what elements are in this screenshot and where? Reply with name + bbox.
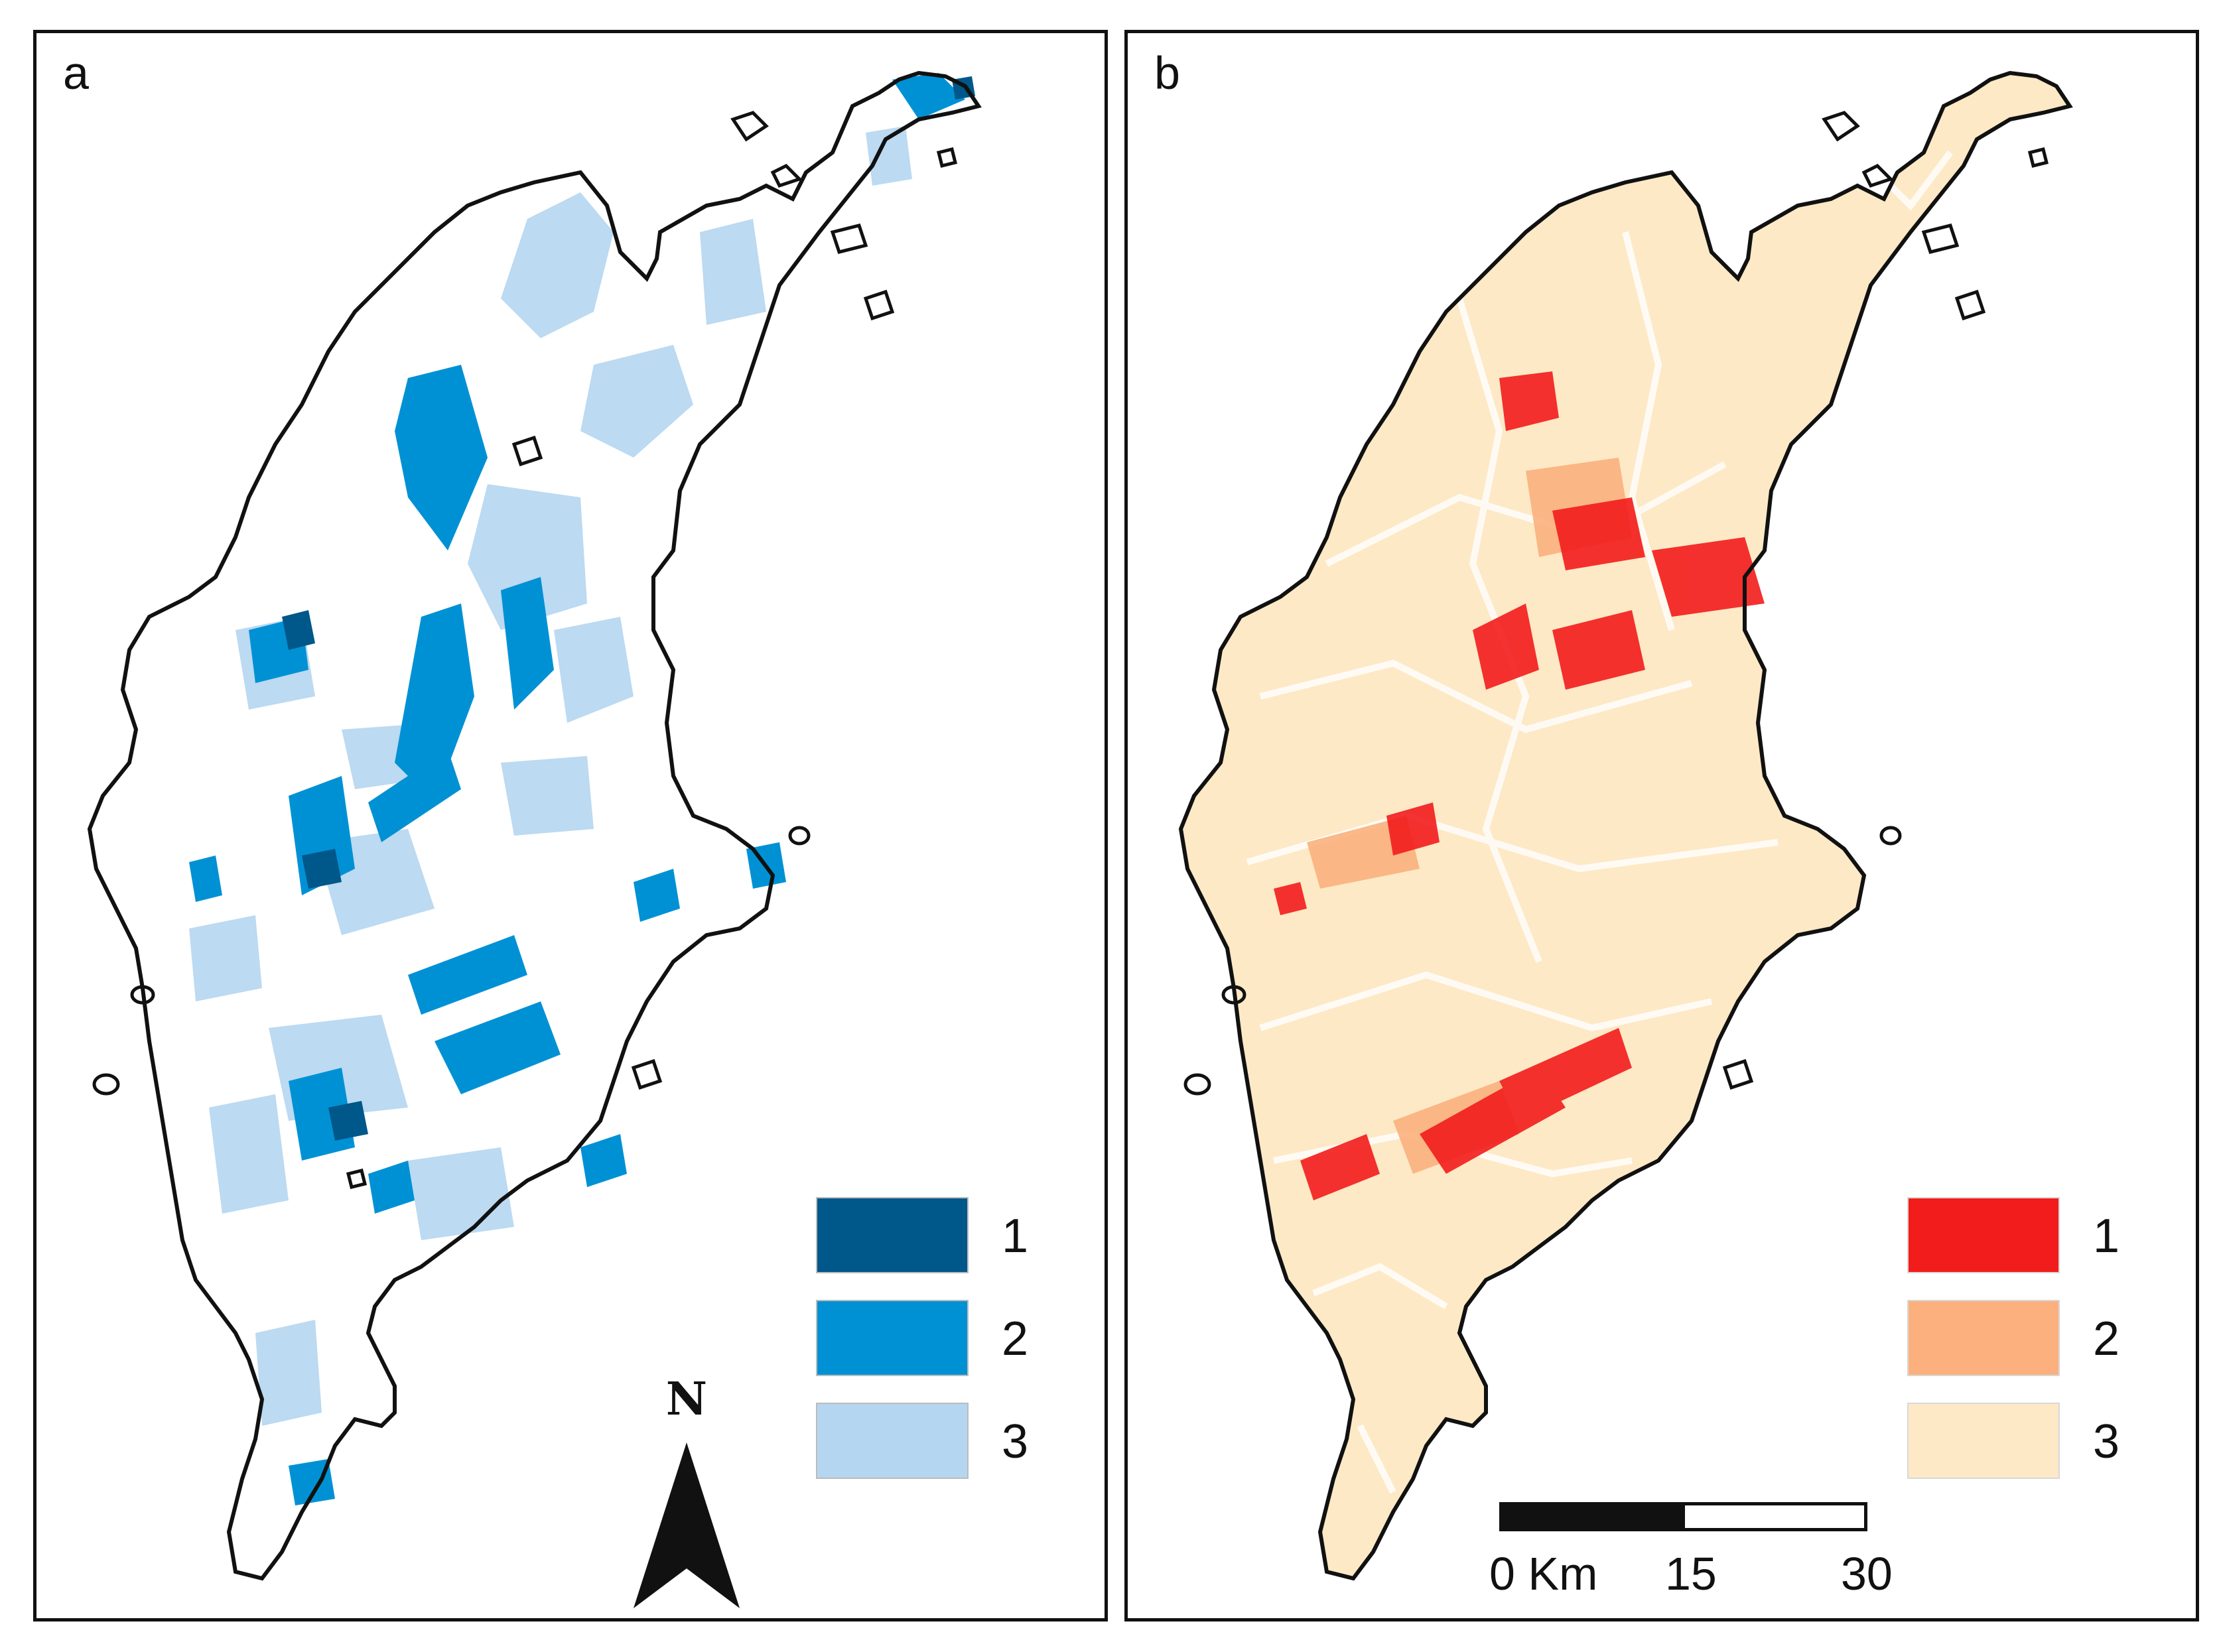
island-map-b bbox=[1178, 70, 2073, 1581]
scale-bar: 0 Km 15 30 bbox=[1489, 1502, 1977, 1608]
legend-item-3: 3 bbox=[816, 1403, 1081, 1482]
legend-item-3: 3 bbox=[1907, 1403, 2173, 1482]
legend-label: 1 bbox=[1002, 1210, 1029, 1263]
scale-tick-15: 15 bbox=[1665, 1548, 1717, 1600]
island-outline bbox=[87, 70, 982, 1581]
map-panel-b: b 1 2 3 0 Km 15 30 bbox=[1124, 30, 2199, 1621]
legend-swatch bbox=[1907, 1197, 2060, 1273]
scale-tick-0: 0 Km bbox=[1489, 1548, 1598, 1600]
islet-outlines bbox=[92, 111, 958, 1190]
legend-item-1: 1 bbox=[816, 1197, 1081, 1277]
north-arrow-icon bbox=[634, 1442, 740, 1608]
legend-swatch bbox=[816, 1197, 969, 1273]
panel-label-a: a bbox=[63, 47, 89, 99]
legend-label: 2 bbox=[2093, 1312, 2120, 1366]
north-arrow: N bbox=[627, 1373, 746, 1618]
legend-swatch bbox=[1907, 1300, 2060, 1376]
scale-tick-30: 30 bbox=[1841, 1548, 1893, 1600]
legend-swatch bbox=[816, 1300, 969, 1376]
legend-swatch bbox=[1907, 1403, 2060, 1479]
legend-label: 2 bbox=[1002, 1312, 1029, 1366]
legend-label: 1 bbox=[2093, 1210, 2120, 1263]
legend-b: 1 2 3 bbox=[1907, 1197, 2173, 1482]
island-map-a bbox=[87, 70, 982, 1581]
class-3-patches bbox=[189, 126, 912, 1426]
legend-item-1: 1 bbox=[1907, 1197, 2173, 1277]
panel-label-b: b bbox=[1154, 47, 1180, 99]
map-panel-a: a 1 2 3 N bbox=[33, 30, 1108, 1621]
class-1-patches bbox=[282, 76, 975, 1141]
legend-label: 3 bbox=[1002, 1415, 1029, 1468]
legend-item-2: 2 bbox=[1907, 1300, 2173, 1379]
scale-segment-light bbox=[1682, 1502, 1867, 1531]
legend-label: 3 bbox=[2093, 1415, 2120, 1468]
scale-segment-dark bbox=[1499, 1502, 1685, 1531]
island-outline bbox=[1178, 70, 2073, 1581]
legend-a: 1 2 3 bbox=[816, 1197, 1081, 1482]
class-1-patches bbox=[1274, 371, 1765, 1200]
legend-item-2: 2 bbox=[816, 1300, 1081, 1379]
legend-swatch bbox=[816, 1403, 969, 1479]
class-3-fill bbox=[1181, 73, 2070, 1578]
islet-outlines bbox=[1183, 111, 2049, 1096]
north-label: N bbox=[665, 1373, 708, 1426]
